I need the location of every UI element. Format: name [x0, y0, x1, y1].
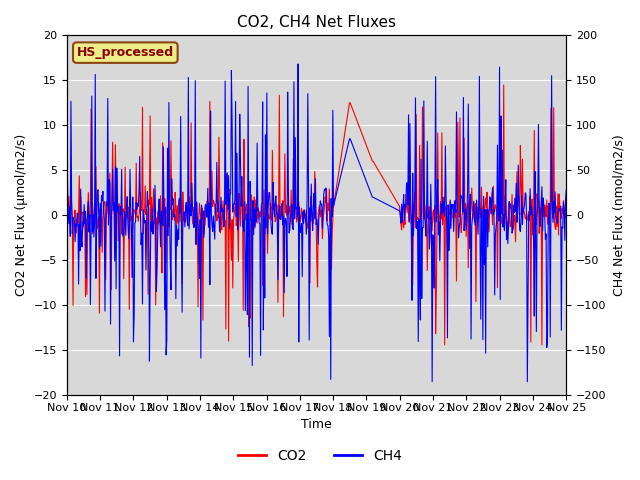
- Y-axis label: CO2 Net Flux (μmol/m2/s): CO2 Net Flux (μmol/m2/s): [15, 134, 28, 296]
- Title: CO2, CH4 Net Fluxes: CO2, CH4 Net Fluxes: [237, 15, 396, 30]
- X-axis label: Time: Time: [301, 419, 332, 432]
- Legend: CO2, CH4: CO2, CH4: [232, 443, 408, 468]
- Text: HS_processed: HS_processed: [77, 46, 174, 59]
- Y-axis label: CH4 Net Flux (nmol/m2/s): CH4 Net Flux (nmol/m2/s): [612, 134, 625, 296]
